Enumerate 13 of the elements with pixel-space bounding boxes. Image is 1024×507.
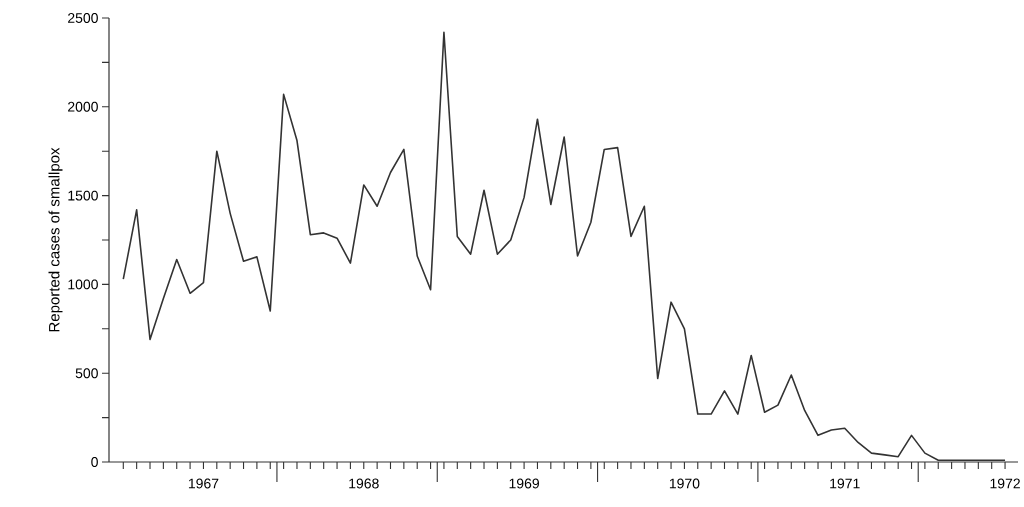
x-tick-label: 1968 bbox=[349, 478, 379, 489]
y-tick-label: 0 bbox=[91, 457, 98, 467]
x-tick-label: 1971 bbox=[830, 478, 860, 489]
y-tick-label: 500 bbox=[75, 368, 98, 379]
y-tick-label: 1500 bbox=[68, 190, 98, 201]
x-tick-label: 1970 bbox=[669, 478, 700, 489]
y-tick-label: 2500 bbox=[68, 13, 98, 23]
y-tick-label: 1000 bbox=[68, 279, 98, 290]
x-tick-label: 1969 bbox=[509, 478, 539, 489]
x-tick-label: 1972 bbox=[990, 478, 1020, 489]
y-axis-title: Reported cases of smallpox bbox=[48, 147, 63, 332]
x-tick-label: 1967 bbox=[188, 478, 219, 489]
y-tick-label: 2000 bbox=[68, 101, 98, 112]
